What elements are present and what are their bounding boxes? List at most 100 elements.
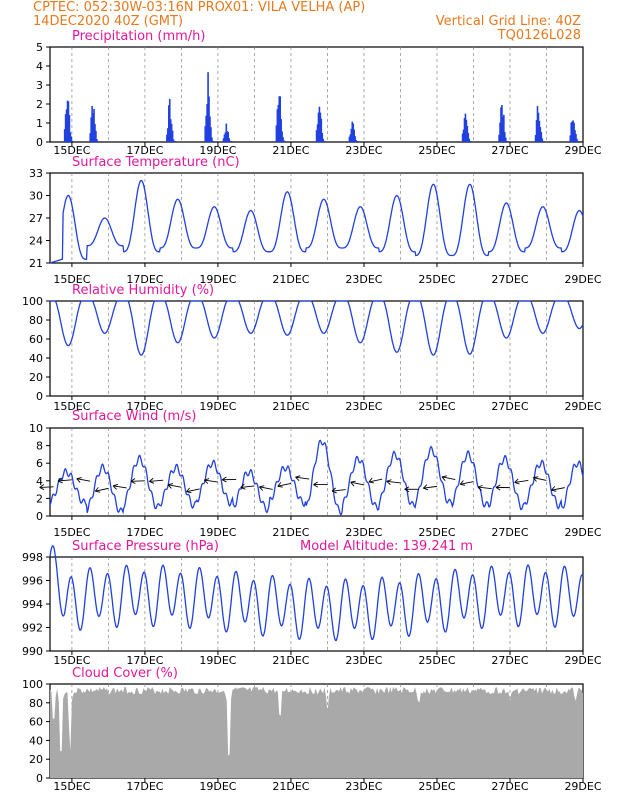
precip-bar [348,136,351,142]
precip-bar [464,113,467,142]
precip-bar [466,125,469,142]
precip-bar [174,141,177,142]
y-tick-label: 994 [22,598,43,611]
precip-bar [210,127,212,142]
header-date: 14DEC2020 40Z (GMT) [33,14,183,29]
wind-arrowhead [495,484,501,491]
precip-bar [89,133,92,142]
panel-title: Surface Temperature (nC) [72,155,240,170]
x-tick-label: 23DEC [345,526,382,539]
wind-arrowhead [259,485,265,491]
precip-bar [284,141,286,142]
precip-bar [352,123,355,142]
precip-bar [470,141,472,142]
x-tick-label: 21DEC [272,526,309,539]
y-tick-label: 20 [29,753,43,766]
wind-arrow [295,476,310,480]
precip-bar [469,141,471,142]
x-tick-label: 25DEC [418,144,455,157]
precip-bar [63,129,66,142]
precip-bar [228,138,230,142]
wind-arrowhead [295,475,301,482]
wind-arrow [551,487,565,491]
y-tick-label: 30 [29,190,43,203]
precip-bar [207,72,209,142]
x-tick-label: 19DEC [199,273,236,286]
precip-bar [506,141,509,142]
wind-arrow [386,480,401,484]
precip-bar [540,131,543,142]
precip-bar [96,139,98,142]
x-tick-label: 27DEC [491,654,528,667]
precip-bar [226,131,229,142]
wind-arrow [277,482,292,487]
precip-bar [315,130,318,142]
x-tick-label: 19DEC [199,654,236,667]
precip-bar [72,141,75,142]
y-tick-label: 20 [29,371,43,384]
x-tick-label: 25DEC [418,654,455,667]
x-tick-label: 15DEC [53,780,90,793]
x-tick-label: 29DEC [564,144,601,157]
precip-bar [468,138,471,142]
x-tick-label: 27DEC [491,780,528,793]
y-tick-label: 21 [29,257,43,270]
x-tick-label: 15DEC [53,273,90,286]
precip-bar [574,130,576,142]
wind-arrowhead [277,482,283,488]
wind-arrowhead [204,478,210,484]
wind-arrowhead [39,484,45,491]
y-tick-label: 100 [22,295,43,308]
x-tick-label: 21DEC [272,144,309,157]
x-tick-label: 17DEC [126,144,163,157]
wind-arrow [204,479,218,483]
panel-title: Relative Humidity (%) [72,283,214,298]
precip-bar [225,123,228,142]
y-tick-label: 0 [36,510,43,523]
precip-bar [278,96,281,142]
precip-bar [173,141,176,142]
precip-bar [502,116,504,142]
precip-bar [461,133,464,142]
wind-arrow [460,481,474,485]
wind-arrow [95,487,109,492]
wind-arrowhead [221,476,227,483]
wind-arrow [113,485,127,489]
precip-bar [229,140,231,142]
precip-bar [543,141,545,142]
panel-title: Surface Wind (m/s) [72,409,196,424]
y-tick-label: 0 [36,136,43,149]
wind-arrow [350,481,365,486]
wind-arrowhead [76,477,82,483]
wind-arrow [441,476,456,481]
wind-arrowhead [186,487,192,494]
wind-arrowhead [240,483,246,490]
precip-bar [571,121,573,142]
wind-arrowhead [477,484,483,491]
precip-bar [351,121,354,142]
y-tick-label: 0 [36,772,43,785]
wind-arrowhead [167,483,174,489]
wind-arrow [39,486,54,488]
precip-bar [504,137,507,142]
precip-bar [465,119,468,142]
y-tick-label: 8 [36,440,43,453]
x-tick-label: 17DEC [126,400,163,413]
panel-5 [46,556,584,655]
model-altitude-label: Model Altitude: 139.241 m [300,539,473,554]
x-tick-label: 17DEC [126,526,163,539]
precip-bar [349,134,352,142]
precip-bar [95,130,97,142]
panel-title: Cloud Cover (%) [72,666,178,681]
x-tick-label: 23DEC [345,400,382,413]
wind-arrowhead [313,481,319,488]
wind-arrowhead [441,475,448,481]
precip-bar [92,113,94,142]
x-tick-label: 29DEC [564,526,601,539]
header-model-id: TQ0126L028 [497,28,581,43]
precip-bar [208,96,210,142]
y-tick-label: 2 [36,492,43,505]
x-tick-label: 15DEC [53,654,90,667]
x-tick-label: 27DEC [491,526,528,539]
